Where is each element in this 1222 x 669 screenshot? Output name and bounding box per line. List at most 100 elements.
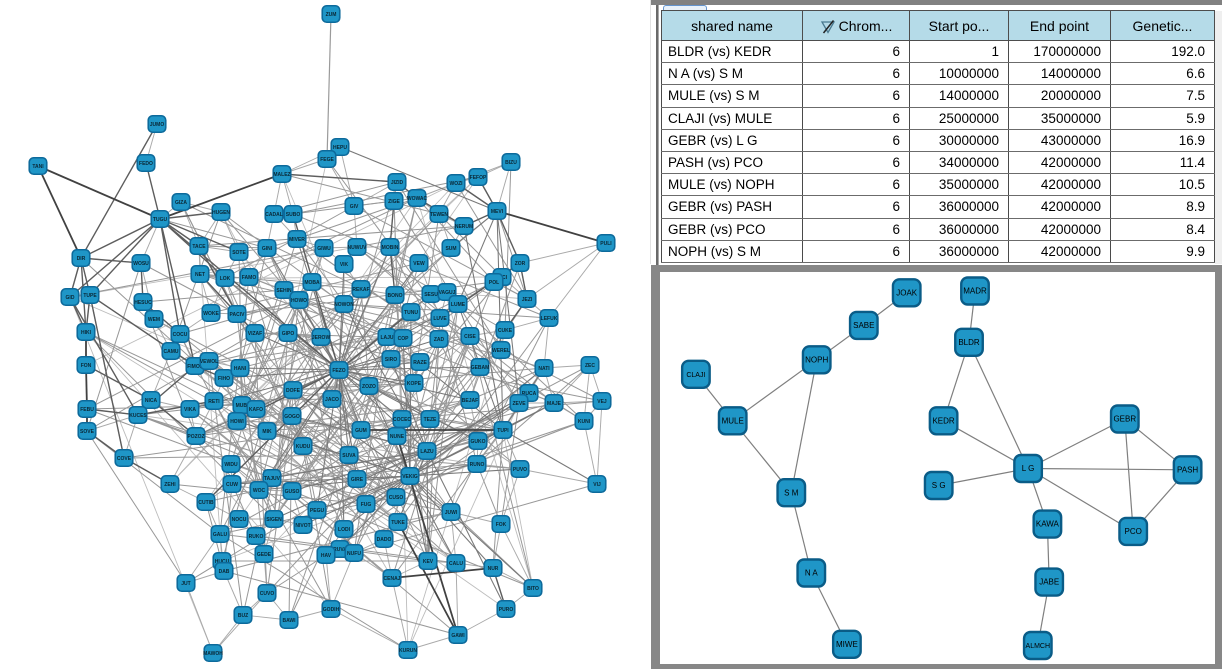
svg-text:VEJ: VEJ bbox=[597, 399, 607, 405]
svg-text:CAMU: CAMU bbox=[164, 349, 179, 355]
svg-text:DIR: DIR bbox=[77, 256, 86, 262]
svg-text:MIK: MIK bbox=[262, 429, 272, 435]
svg-text:MOBA: MOBA bbox=[304, 280, 320, 286]
svg-text:BEJAF: BEJAF bbox=[462, 398, 478, 404]
svg-text:COCU: COCU bbox=[173, 332, 188, 338]
svg-text:FIHO: FIHO bbox=[218, 376, 230, 382]
svg-text:KUDU: KUDU bbox=[296, 444, 311, 450]
svg-text:ZAD: ZAD bbox=[434, 337, 445, 343]
svg-text:GIZA: GIZA bbox=[175, 200, 187, 206]
svg-text:TUGU: TUGU bbox=[153, 217, 168, 223]
svg-text:LODI: LODI bbox=[338, 527, 351, 533]
svg-text:ZOR: ZOR bbox=[515, 261, 526, 267]
svg-text:S G: S G bbox=[932, 481, 946, 490]
svg-text:NICA: NICA bbox=[145, 398, 158, 404]
svg-text:FUG: FUG bbox=[361, 502, 372, 508]
svg-text:WOWAC: WOWAC bbox=[407, 196, 428, 202]
svg-text:SUVA: SUVA bbox=[342, 453, 356, 459]
svg-text:TUKE: TUKE bbox=[391, 520, 405, 526]
svg-text:GUSO: GUSO bbox=[285, 489, 300, 495]
svg-text:MAWOH: MAWOH bbox=[203, 651, 223, 657]
svg-text:JEROW: JEROW bbox=[312, 335, 331, 341]
svg-text:FAMO: FAMO bbox=[242, 275, 257, 281]
svg-text:TEWEN: TEWEN bbox=[430, 212, 448, 218]
svg-text:CUTIB: CUTIB bbox=[198, 500, 214, 506]
svg-text:GAWI: GAWI bbox=[451, 633, 465, 639]
svg-text:RUNO: RUNO bbox=[470, 462, 485, 468]
svg-text:SOTE: SOTE bbox=[232, 250, 246, 256]
svg-text:FEBU: FEBU bbox=[80, 407, 94, 413]
svg-text:CALU: CALU bbox=[449, 561, 463, 567]
svg-text:WIDU: WIDU bbox=[224, 462, 238, 468]
svg-text:KUCES: KUCES bbox=[129, 413, 147, 419]
svg-text:NUWUV: NUWUV bbox=[348, 245, 368, 251]
svg-text:NUR: NUR bbox=[488, 566, 499, 572]
svg-text:NATI: NATI bbox=[538, 366, 550, 372]
svg-text:NOWON: NOWON bbox=[334, 302, 354, 308]
svg-text:GIRE: GIRE bbox=[351, 477, 364, 483]
svg-text:PULI: PULI bbox=[600, 241, 612, 247]
svg-text:HOWI: HOWI bbox=[230, 419, 244, 425]
svg-text:MEVI: MEVI bbox=[491, 209, 504, 215]
svg-text:HANI: HANI bbox=[234, 366, 247, 372]
svg-text:WEREL: WEREL bbox=[492, 348, 510, 354]
svg-text:GIV: GIV bbox=[350, 204, 359, 210]
svg-text:L G: L G bbox=[1022, 464, 1035, 473]
svg-text:FEGE: FEGE bbox=[320, 157, 334, 163]
svg-text:FON: FON bbox=[81, 363, 92, 369]
svg-text:TUPI: TUPI bbox=[497, 428, 509, 434]
svg-text:ZEHI: ZEHI bbox=[164, 482, 176, 488]
svg-text:MADR: MADR bbox=[963, 287, 987, 296]
svg-text:TEZE: TEZE bbox=[424, 417, 437, 423]
svg-text:KEV: KEV bbox=[423, 559, 434, 565]
svg-text:SIRO: SIRO bbox=[385, 357, 397, 363]
svg-text:JUMO: JUMO bbox=[150, 122, 165, 128]
svg-text:LUME: LUME bbox=[451, 302, 466, 308]
svg-text:VEKIG: VEKIG bbox=[402, 474, 418, 480]
svg-text:TUPE: TUPE bbox=[83, 293, 97, 299]
svg-text:NOCU: NOCU bbox=[232, 517, 247, 523]
svg-text:KURUN: KURUN bbox=[399, 648, 417, 654]
svg-text:NOPH: NOPH bbox=[805, 355, 828, 364]
svg-text:GINI: GINI bbox=[262, 246, 273, 252]
svg-text:RAZE: RAZE bbox=[413, 360, 427, 366]
svg-text:GALU: GALU bbox=[213, 532, 228, 538]
svg-text:LUVE: LUVE bbox=[433, 316, 447, 322]
svg-text:VIK: VIK bbox=[340, 262, 349, 268]
svg-text:VIJ: VIJ bbox=[593, 482, 601, 488]
svg-text:GIPO: GIPO bbox=[282, 331, 295, 337]
svg-text:SESU: SESU bbox=[424, 292, 438, 298]
svg-text:WOKE: WOKE bbox=[203, 311, 219, 317]
svg-text:RUVA: RUVA bbox=[333, 547, 347, 553]
svg-text:CUW: CUW bbox=[226, 482, 238, 488]
svg-text:PUVO: PUVO bbox=[513, 467, 527, 473]
svg-text:SIGEN: SIGEN bbox=[266, 517, 282, 523]
svg-text:SABE: SABE bbox=[853, 321, 874, 330]
svg-text:MALEZ: MALEZ bbox=[273, 172, 290, 178]
svg-text:PEGU: PEGU bbox=[310, 508, 325, 514]
svg-text:JUT: JUT bbox=[181, 581, 190, 587]
svg-text:CLAJI: CLAJI bbox=[686, 372, 705, 379]
svg-text:CUVO: CUVO bbox=[260, 591, 275, 597]
svg-text:BITO: BITO bbox=[527, 586, 539, 592]
svg-text:KUNI: KUNI bbox=[578, 419, 591, 425]
svg-text:SUM: SUM bbox=[445, 246, 456, 252]
svg-text:CISE: CISE bbox=[464, 334, 476, 340]
svg-text:KAWA: KAWA bbox=[1036, 520, 1060, 529]
svg-text:ZEVE: ZEVE bbox=[512, 401, 526, 407]
svg-text:VIKA: VIKA bbox=[184, 407, 196, 413]
svg-text:RETI: RETI bbox=[208, 399, 220, 405]
svg-text:FEDO: FEDO bbox=[139, 161, 153, 167]
svg-text:HUGEN: HUGEN bbox=[212, 210, 230, 216]
svg-text:COCEC: COCEC bbox=[393, 417, 411, 423]
svg-text:PURO: PURO bbox=[499, 607, 514, 613]
svg-text:MULE: MULE bbox=[722, 416, 744, 425]
svg-text:JIZID: JIZID bbox=[391, 180, 404, 186]
svg-text:GEBR: GEBR bbox=[1113, 415, 1136, 424]
svg-text:MIVER: MIVER bbox=[289, 237, 305, 243]
svg-text:COP: COP bbox=[398, 336, 410, 342]
svg-text:RUKO: RUKO bbox=[249, 534, 264, 540]
svg-text:REKAF: REKAF bbox=[352, 287, 369, 293]
svg-text:BUZ: BUZ bbox=[238, 613, 248, 619]
svg-text:ALMCH: ALMCH bbox=[1026, 643, 1051, 650]
